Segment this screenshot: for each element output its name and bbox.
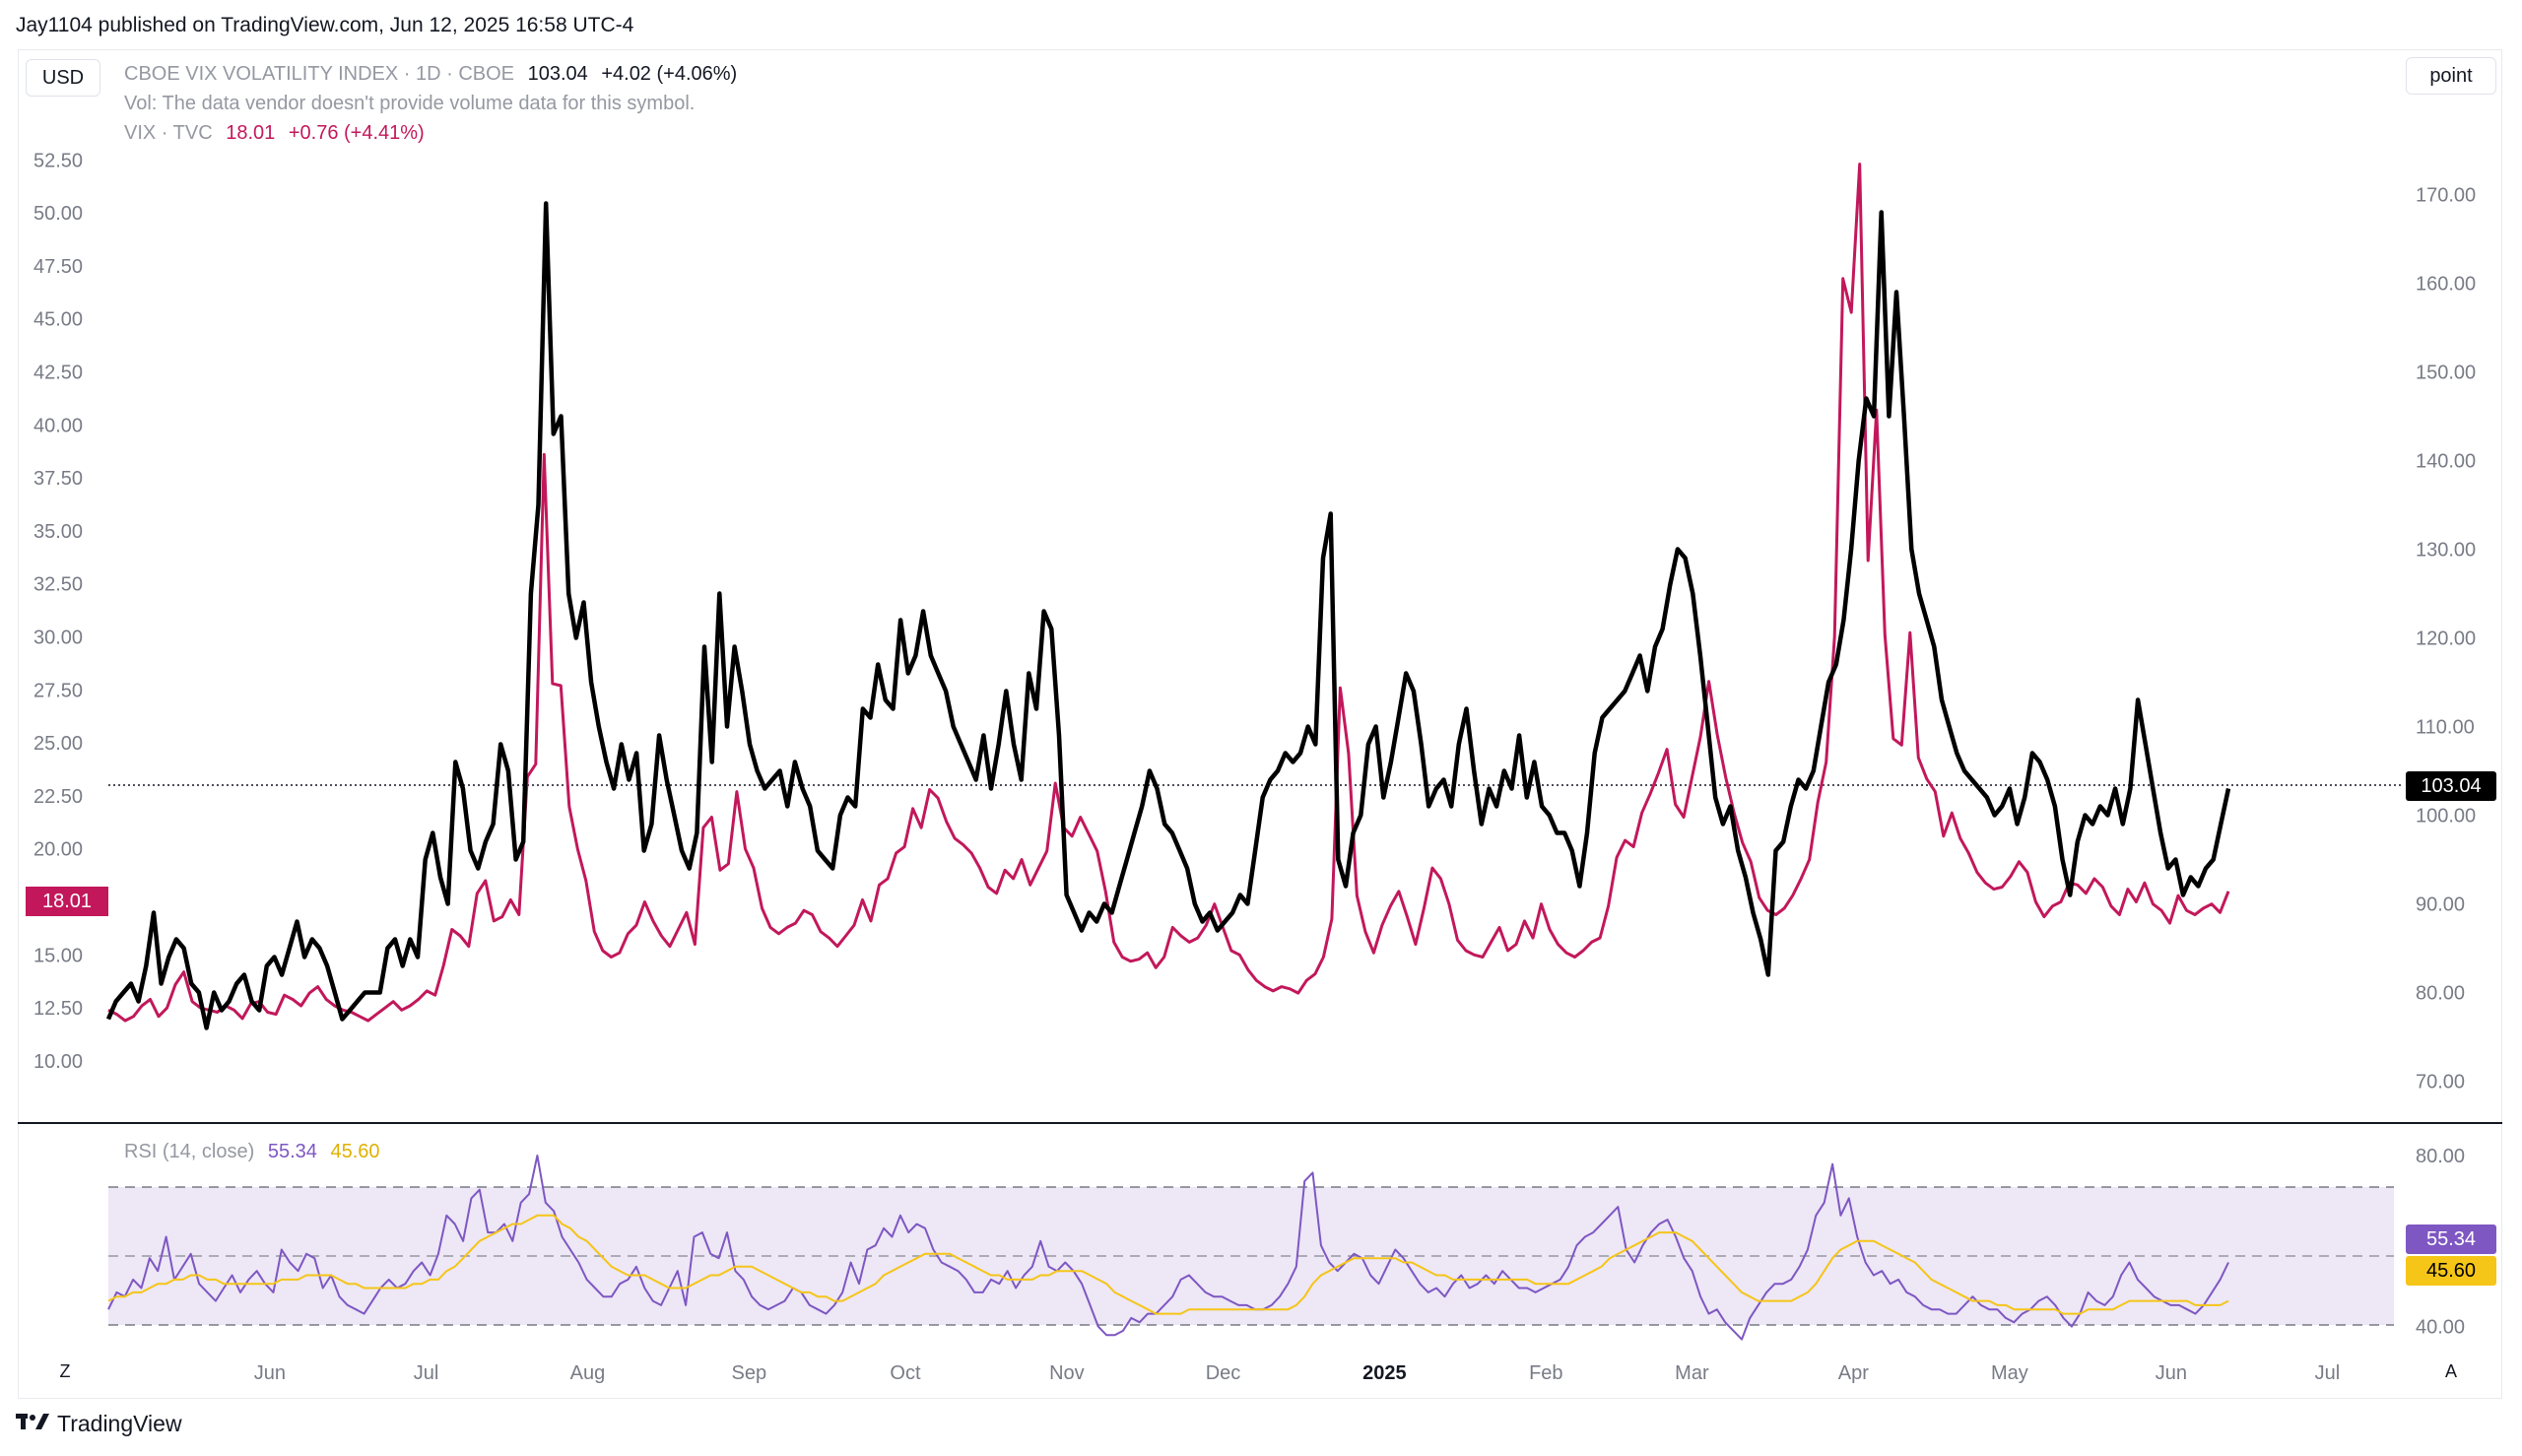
time-tick-label: Jun bbox=[254, 1362, 286, 1384]
time-tick-label: 2025 bbox=[1362, 1362, 1407, 1384]
tradingview-logo-icon bbox=[16, 1411, 49, 1437]
rsi-label: RSI (14, close) bbox=[124, 1141, 255, 1162]
left-tick-label: 47.50 bbox=[33, 256, 83, 278]
left-price-tag: 18.01 bbox=[26, 887, 108, 916]
main-legend[interactable]: CBOE VIX VOLATILITY INDEX · 1D · CBOE 10… bbox=[124, 63, 737, 86]
vix-tvc-series-line bbox=[107, 163, 2230, 1023]
left-tick-label: 25.00 bbox=[33, 733, 83, 755]
right-tick-label: 80.00 bbox=[2416, 983, 2465, 1005]
left-tick-label: 40.00 bbox=[33, 415, 83, 436]
left-tick-label: 20.00 bbox=[33, 839, 83, 861]
time-tick-label: Dec bbox=[1206, 1362, 1241, 1384]
right-price-tag: 103.04 bbox=[2406, 771, 2496, 801]
rsi-value: 55.34 bbox=[267, 1141, 317, 1162]
right-tick-label: 120.00 bbox=[2416, 629, 2476, 650]
footer-brand[interactable]: TradingView bbox=[16, 1411, 182, 1437]
rsi-tick-label: 40.00 bbox=[2416, 1317, 2465, 1339]
overlay-legend[interactable]: VIX · TVC 18.01 +0.76 (+4.41%) bbox=[124, 122, 425, 145]
right-tick-label: 160.00 bbox=[2416, 274, 2476, 296]
time-tick-label: Jul bbox=[2315, 1362, 2341, 1384]
left-tick-label: 12.50 bbox=[33, 998, 83, 1020]
left-tick-label: 22.50 bbox=[33, 786, 83, 808]
rsi-legend[interactable]: RSI (14, close) 55.34 45.60 bbox=[124, 1141, 380, 1163]
left-axis: 52.50 50.00 47.50 45.00 42.50 40.00 37.50 35.00… bbox=[33, 150, 83, 1073]
right-tick-label: 110.00 bbox=[2416, 717, 2475, 739]
rsi-ma-series-line bbox=[107, 1214, 2229, 1315]
scale-mode-button[interactable]: point bbox=[2406, 57, 2496, 95]
overlay-value: 18.01 bbox=[226, 122, 276, 144]
time-tick-label: Sep bbox=[732, 1362, 767, 1384]
currency-button[interactable]: USD bbox=[26, 59, 100, 97]
right-tick-label: 130.00 bbox=[2416, 540, 2476, 562]
time-tick-label: Mar bbox=[1675, 1362, 1709, 1384]
time-tick-label: Jul bbox=[414, 1362, 439, 1384]
time-tick-label: May bbox=[1991, 1362, 2028, 1384]
time-tick-label: Feb bbox=[1529, 1362, 1562, 1384]
volume-note: Vol: The data vendor doesn't provide vol… bbox=[124, 93, 696, 114]
time-tick-label: Oct bbox=[890, 1362, 921, 1384]
main-value: 103.04 bbox=[527, 63, 588, 85]
right-tick-label: 140.00 bbox=[2416, 451, 2476, 473]
zoom-z-button[interactable]: Z bbox=[59, 1360, 71, 1381]
time-tick-label: Aug bbox=[570, 1362, 606, 1384]
overlay-symbol-label: VIX · TVC bbox=[124, 122, 213, 144]
auto-scale-a-button[interactable]: A bbox=[2444, 1360, 2457, 1381]
left-tick-label: 15.00 bbox=[33, 945, 83, 966]
time-tick-label: Jun bbox=[2156, 1362, 2187, 1384]
rsi-ma-value: 45.60 bbox=[330, 1141, 380, 1162]
overlay-change: +0.76 (+4.41%) bbox=[288, 122, 425, 144]
vix-cboe-series-line bbox=[105, 201, 2231, 1030]
left-tick-label: 30.00 bbox=[33, 628, 83, 649]
right-tick-label: 170.00 bbox=[2416, 185, 2476, 207]
chart-frame bbox=[18, 49, 2502, 1399]
footer-brand-label: TradingView bbox=[57, 1411, 182, 1436]
right-tick-label: 100.00 bbox=[2416, 806, 2476, 827]
left-tick-label: 42.50 bbox=[33, 363, 83, 384]
left-tick-label: 35.00 bbox=[33, 521, 83, 543]
left-tick-label: 45.00 bbox=[33, 309, 83, 331]
publisher-line: Jay1104 published on TradingView.com, Ju… bbox=[16, 14, 634, 36]
rsi-tick-label: 80.00 bbox=[2416, 1146, 2465, 1167]
time-tick-label: Nov bbox=[1049, 1362, 1085, 1384]
left-tick-label: 27.50 bbox=[33, 680, 83, 701]
left-tick-label: 50.00 bbox=[33, 203, 83, 225]
main-change: +4.02 (+4.06%) bbox=[601, 63, 738, 85]
left-tick-label: 52.50 bbox=[33, 150, 83, 171]
right-tick-label: 150.00 bbox=[2416, 363, 2476, 384]
right-tick-label: 70.00 bbox=[2416, 1072, 2465, 1093]
series-layer bbox=[105, 163, 2231, 1341]
right-axis: 170.00 160.00 150.00 140.00 130.00 120.00 110.… bbox=[2416, 185, 2476, 1093]
rsi-price-tag: 55.34 bbox=[2406, 1224, 2496, 1254]
time-tick-label: Apr bbox=[1838, 1362, 1869, 1384]
time-axis: Jun Jul Aug Sep Oct Nov Dec 2025 Feb Mar Apr May Jun… bbox=[254, 1362, 2340, 1384]
left-tick-label: 32.50 bbox=[33, 574, 83, 596]
rsi-ma-price-tag: 45.60 bbox=[2406, 1256, 2496, 1286]
right-tick-label: 90.00 bbox=[2416, 894, 2465, 916]
main-symbol-label: CBOE VIX VOLATILITY INDEX · 1D · CBOE bbox=[124, 63, 515, 85]
rsi-series-line bbox=[107, 1155, 2229, 1341]
left-tick-label: 37.50 bbox=[33, 468, 83, 490]
left-tick-label: 10.00 bbox=[33, 1051, 83, 1073]
